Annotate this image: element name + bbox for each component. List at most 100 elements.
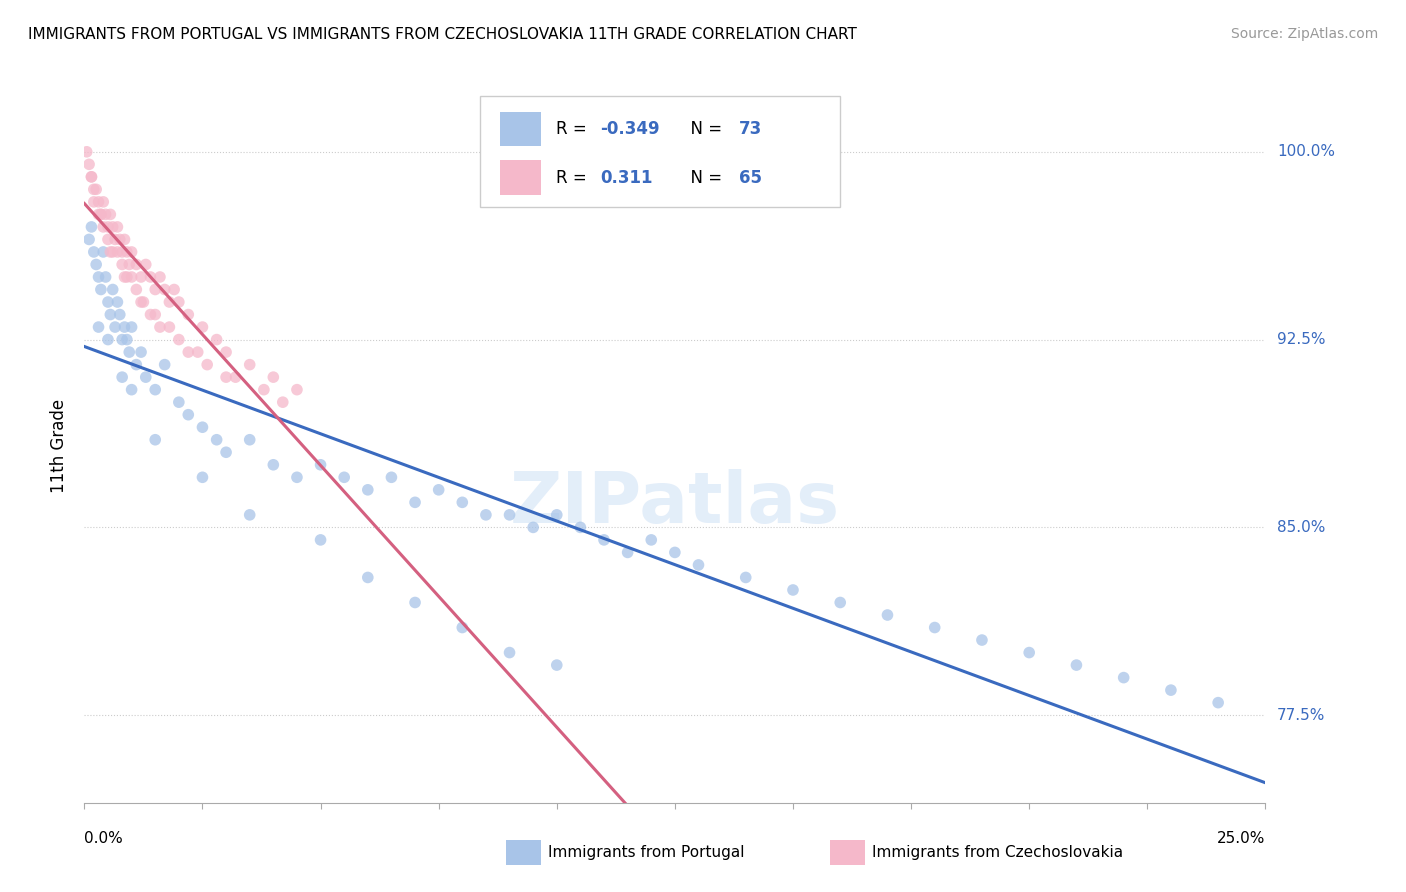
Point (129, 295, 152, 310)
Point (139, 270, 162, 285)
Point (734, 570, 756, 584)
Point (357, 483, 380, 497)
Point (830, 595, 852, 609)
Point (215, 445, 238, 459)
Point (333, 470, 356, 484)
Point (87, 270, 110, 285)
Point (153, 283, 176, 297)
Point (149, 320, 172, 334)
Point (688, 558, 710, 572)
Point (97, 295, 120, 310)
Point (135, 370, 157, 384)
Point (107, 295, 129, 310)
Point (285, 470, 308, 484)
Text: Source: ZipAtlas.com: Source: ZipAtlas.com (1230, 27, 1378, 41)
Point (104, 320, 127, 334)
Point (83, 194, 105, 209)
Point (98, 308, 121, 322)
Point (114, 232, 136, 246)
Point (118, 345, 141, 359)
Point (239, 433, 262, 447)
Point (593, 533, 616, 547)
Point (191, 420, 214, 434)
Point (129, 345, 152, 359)
Point (569, 520, 592, 534)
Point (101, 283, 124, 297)
Point (114, 320, 136, 334)
Point (498, 508, 520, 522)
Point (97, 232, 120, 246)
Point (91, 194, 114, 209)
Point (163, 283, 186, 297)
Point (427, 483, 450, 497)
Point (522, 520, 544, 534)
Point (90, 207, 112, 221)
Point (253, 383, 276, 397)
Text: N =: N = (679, 120, 727, 138)
Point (546, 508, 568, 522)
Point (115, 270, 138, 285)
Point (143, 433, 166, 447)
Point (87, 207, 110, 221)
Point (205, 433, 228, 447)
Point (115, 333, 138, 347)
Point (80, 169, 103, 184)
Point (167, 333, 190, 347)
Point (139, 308, 162, 322)
Point (90, 207, 112, 221)
Point (97, 333, 120, 347)
FancyBboxPatch shape (501, 161, 541, 194)
Point (191, 470, 214, 484)
Text: R =: R = (555, 169, 596, 186)
Point (125, 358, 148, 372)
Point (76, 145, 98, 159)
Point (94, 270, 117, 285)
Point (98, 244, 121, 259)
Text: 100.0%: 100.0% (1277, 145, 1336, 160)
Point (143, 383, 166, 397)
Point (451, 495, 474, 509)
Point (115, 244, 138, 259)
Text: Immigrants from Portugal: Immigrants from Portugal (548, 846, 745, 860)
Point (77, 157, 100, 171)
Point (404, 495, 426, 509)
Point (498, 646, 520, 660)
Point (1160, 683, 1182, 698)
Point (84, 182, 107, 196)
Point (121, 270, 143, 285)
Point (104, 232, 127, 246)
Point (167, 295, 190, 310)
Text: ZIPatlas: ZIPatlas (510, 468, 839, 538)
Point (83, 182, 105, 196)
Point (135, 257, 157, 271)
Point (80, 219, 103, 234)
Point (404, 595, 426, 609)
Point (177, 345, 200, 359)
Point (94, 207, 117, 221)
Point (153, 358, 176, 372)
Point (125, 283, 148, 297)
Point (215, 345, 238, 359)
Point (143, 283, 166, 297)
Point (239, 358, 262, 372)
FancyBboxPatch shape (479, 96, 841, 207)
Point (177, 408, 200, 422)
Point (157, 295, 180, 310)
Point (380, 470, 402, 484)
Point (80, 169, 103, 184)
Point (177, 308, 200, 322)
Text: 25.0%: 25.0% (1218, 831, 1265, 847)
Point (121, 383, 143, 397)
Text: R =: R = (555, 120, 592, 138)
Point (1018, 646, 1040, 660)
Point (108, 308, 131, 322)
Point (187, 345, 209, 359)
Point (239, 508, 262, 522)
Point (640, 533, 662, 547)
Point (451, 621, 474, 635)
Point (191, 320, 214, 334)
Point (77, 232, 100, 246)
Point (262, 458, 284, 472)
Text: 0.311: 0.311 (600, 169, 652, 186)
Point (98, 207, 121, 221)
